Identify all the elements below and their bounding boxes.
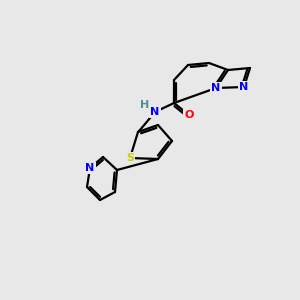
Text: N: N [150, 107, 160, 117]
Text: N: N [85, 163, 94, 173]
Text: S: S [126, 153, 134, 163]
Text: N: N [239, 82, 249, 92]
Text: N: N [212, 83, 220, 93]
Text: O: O [184, 110, 194, 120]
Text: H: H [140, 100, 150, 110]
